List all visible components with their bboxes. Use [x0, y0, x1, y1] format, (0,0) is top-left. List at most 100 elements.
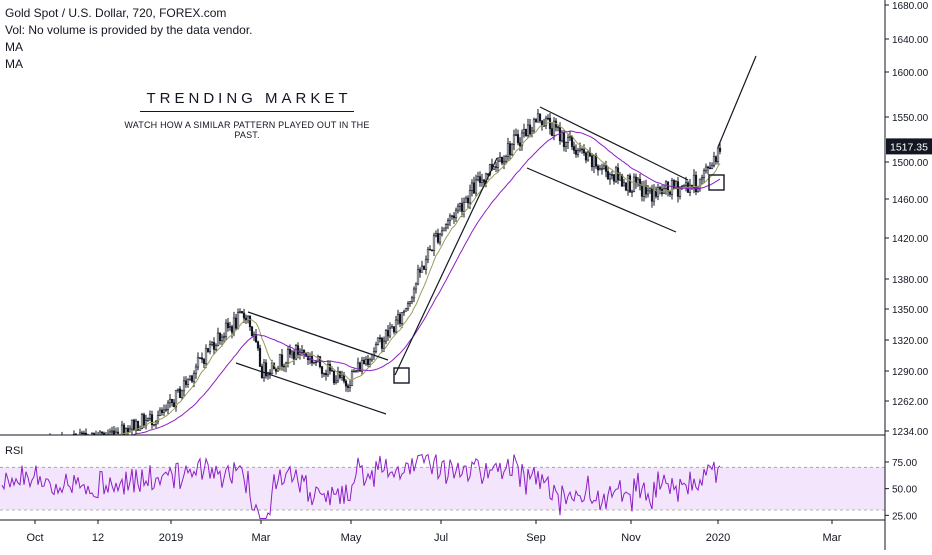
candle-body [344, 380, 348, 387]
candlestick [186, 378, 190, 388]
annotation-subtitle: WATCH HOW A SIMILAR PATTERN PLAYED OUT I… [124, 120, 370, 140]
candlestick [580, 147, 584, 154]
candlestick [622, 179, 626, 187]
candlestick [564, 141, 568, 153]
candle-body [706, 166, 710, 169]
candle-body [682, 184, 686, 187]
candle-body [680, 185, 684, 188]
candle-body [598, 168, 602, 171]
candlestick [35, 440, 37, 446]
candle-body [232, 317, 236, 333]
candle-body [100, 431, 104, 434]
candlestick [84, 428, 88, 435]
candle-body [498, 156, 502, 162]
candle-body [658, 187, 662, 190]
ma-legend-slow[interactable]: MA [5, 57, 23, 71]
candlestick [610, 170, 614, 180]
candlestick [660, 184, 664, 197]
candle-body [414, 283, 418, 290]
candlestick [642, 180, 646, 202]
candlestick [476, 171, 480, 182]
candle-body [296, 345, 300, 355]
candle-body [476, 176, 480, 181]
candle-body [670, 180, 674, 195]
candle-body [358, 362, 362, 372]
candle-body [392, 326, 396, 333]
candle-body [322, 373, 326, 375]
candle-body [77, 441, 79, 443]
price-pane[interactable] [0, 55, 757, 476]
candlestick [254, 328, 258, 343]
candle-body [43, 439, 45, 446]
candlestick [624, 182, 628, 192]
candle-body [35, 443, 37, 444]
candle-body [502, 160, 506, 164]
ma-legend-fast[interactable]: MA [5, 40, 23, 54]
candle-body [264, 362, 268, 377]
candlestick [638, 173, 642, 191]
candlestick [104, 432, 108, 435]
candle-body [69, 437, 71, 442]
candlestick [548, 112, 552, 135]
candlestick [57, 437, 59, 443]
candle-body [466, 197, 470, 204]
candle-body [184, 380, 188, 385]
candle-body [382, 340, 386, 349]
candle-body [324, 373, 328, 376]
symbol-title[interactable]: Gold Spot / U.S. Dollar, 720, FOREX.com [5, 6, 227, 20]
candle-body [72, 433, 76, 435]
candlestick [562, 129, 566, 152]
candle-body [538, 113, 542, 121]
candle-body [572, 146, 576, 151]
candlestick [398, 312, 402, 328]
candle-body [384, 330, 388, 342]
candle-body [160, 409, 164, 414]
candle-body [65, 442, 67, 444]
rsi-pane[interactable] [0, 453, 885, 519]
candle-body [496, 160, 500, 168]
candle-body [716, 147, 720, 162]
price-tick-label: 1500.00 [892, 158, 929, 169]
candlestick [86, 433, 90, 435]
candlestick [520, 129, 524, 151]
candlestick [706, 165, 710, 175]
candle-body [29, 448, 31, 450]
candle-body [136, 420, 140, 431]
candle-body [51, 444, 53, 446]
candlestick [80, 430, 84, 435]
candlestick [112, 426, 116, 435]
candle-body [618, 174, 622, 181]
candle-body [158, 409, 162, 416]
candle-body [422, 265, 426, 270]
candle-body [532, 119, 536, 132]
candle-body [180, 390, 184, 398]
last-price-value: 1517.35 [890, 141, 928, 153]
candle-body [416, 269, 420, 285]
candlestick [390, 323, 394, 329]
candle-body [630, 190, 634, 193]
rsi-legend[interactable]: RSI [5, 445, 24, 457]
candlestick [67, 434, 69, 435]
candlestick [212, 337, 216, 355]
candle-body [174, 389, 178, 408]
rsi-band [0, 467, 885, 510]
candle-body [408, 301, 412, 305]
candlestick [244, 314, 248, 325]
candle-body [290, 351, 294, 355]
candlestick [196, 352, 200, 371]
candle-body [45, 438, 47, 439]
candle-body [240, 311, 244, 314]
candlestick [608, 172, 612, 185]
candlestick [454, 207, 458, 223]
candle-body [548, 117, 552, 129]
candlestick [228, 321, 232, 331]
candlestick [350, 369, 354, 386]
candle-body [33, 443, 35, 448]
candlestick [592, 154, 596, 174]
candle-body [370, 354, 374, 361]
candlestick [37, 442, 39, 444]
candlestick [110, 426, 114, 435]
